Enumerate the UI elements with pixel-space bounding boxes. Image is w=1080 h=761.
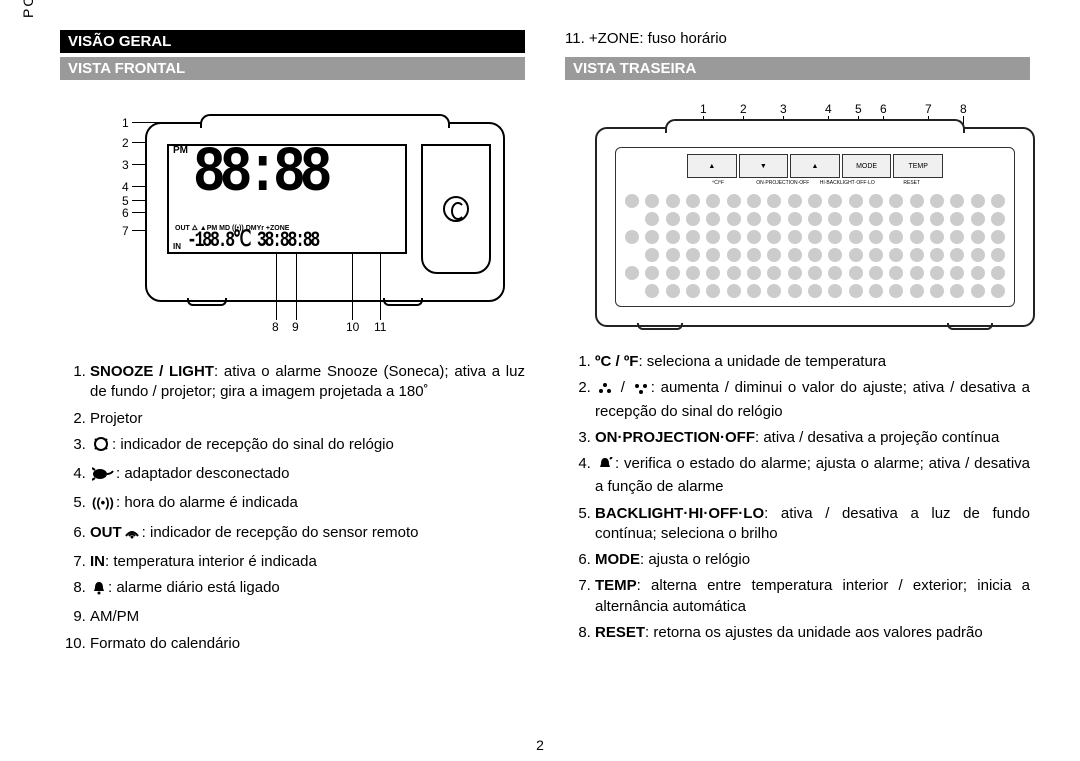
- svg-text:((•)): ((•)): [92, 496, 114, 510]
- front-item-list: SNOOZE / LIGHT: ativa o alarme Snooze (S…: [60, 362, 525, 660]
- heading-rear: VISTA TRASEIRA: [565, 57, 1030, 80]
- front-item-4: : adaptador desconectado: [90, 464, 525, 487]
- rear-callout-1: 1: [700, 102, 707, 116]
- bellup-icon: [597, 457, 613, 477]
- rear-callout-8: 8: [960, 102, 967, 116]
- right-column: 11. +ZONE: fuso horário VISTA TRASEIRA 1…: [565, 30, 1030, 741]
- rear-callout-6: 6: [880, 102, 887, 116]
- projector-lens-icon: [443, 196, 469, 222]
- dots_down-icon: [633, 381, 649, 401]
- callout-1: 1: [122, 116, 129, 130]
- projector-housing: [421, 144, 491, 274]
- dots_up-icon: [597, 381, 613, 401]
- manual-page: POR VISÃO GERAL VISTA FRONTAL 1 2 3 4 5 …: [0, 0, 1080, 761]
- rear-item-5: BACKLIGHT·HI·OFF·LO: ativa / desativa a …: [595, 504, 1030, 545]
- front-diagram: 1 2 3 4 5 6 7 PM 88:88: [60, 92, 525, 352]
- rear-item-7: TEMP: alterna entre temperatura interior…: [595, 576, 1030, 617]
- callout-7: 7: [122, 224, 129, 238]
- front-item-10: Formato do calendário: [90, 634, 525, 654]
- ctrl-up-icon: ▲: [687, 154, 737, 178]
- plug-icon: [92, 467, 114, 487]
- rear-diagram: 12345678 ▲ ▼ ▲ MODE TEMP ºC/ºF O: [565, 92, 1030, 342]
- rear-item-6: MODE: ajusta o relógio: [595, 550, 1030, 570]
- rear-item-1: ºC / ºF: seleciona a unidade de temperat…: [595, 352, 1030, 372]
- callout-3: 3: [122, 158, 129, 172]
- callout-8: 8: [272, 320, 279, 334]
- heading-overview: VISÃO GERAL: [60, 30, 525, 53]
- rear-tiny-labels: ºC/ºF ON·PROJECTION·OFF HI·BACKLIGHT·OFF…: [686, 180, 944, 190]
- callout-2: 2: [122, 136, 129, 150]
- callout-6: 6: [122, 206, 129, 220]
- in-indicator: IN: [173, 242, 181, 251]
- front-item-5: ((•)): hora do alarme é indicada: [90, 493, 525, 516]
- front-item-3: : indicador de recepção do sinal do reló…: [90, 435, 525, 458]
- rear-item-2: / : aumenta / diminui o valor do ajuste;…: [595, 378, 1030, 422]
- rear-control-strip: ▲ ▼ ▲ MODE TEMP: [686, 154, 944, 178]
- front-item-6: OUT: indicador de recepção do sensor rem…: [90, 523, 525, 546]
- small-digits: -188.8℃ 38:88:88: [187, 230, 348, 252]
- rear-callout-5: 5: [855, 102, 862, 116]
- callout-9: 9: [292, 320, 299, 334]
- rear-callout-7: 7: [925, 102, 932, 116]
- speaker-grill: [624, 194, 1006, 298]
- left-column: VISÃO GERAL VISTA FRONTAL 1 2 3 4 5 6 7: [60, 30, 525, 741]
- front-item-8: : alarme diário está ligado: [90, 578, 525, 601]
- front-item-1: SNOOZE / LIGHT: ativa o alarme Snooze (S…: [90, 362, 525, 403]
- rear-item-3: ON·PROJECTION·OFF: ativa / desativa a pr…: [595, 428, 1030, 448]
- lcd-panel: PM 88:88 OUT 🜂 ▲PM MD ((•)) DMYr +ZONE I…: [167, 144, 407, 254]
- page-number: 2: [536, 737, 544, 753]
- rear-callout-2: 2: [740, 102, 747, 116]
- callout-4: 4: [122, 180, 129, 194]
- front-item-9: AM/PM: [90, 607, 525, 627]
- wifi-icon: [124, 526, 140, 546]
- front-device-outline: PM 88:88 OUT 🜂 ▲PM MD ((•)) DMYr +ZONE I…: [145, 122, 505, 302]
- rear-item-8: RESET: retorna os ajustes da unidade aos…: [595, 623, 1030, 643]
- rear-device-outline: ▲ ▼ ▲ MODE TEMP ºC/ºF ON·PROJECTION·OFF …: [595, 127, 1035, 327]
- waves-icon: ((•)): [92, 496, 114, 516]
- pm-indicator: PM: [173, 145, 188, 156]
- front-item-7: IN: temperatura interior é indicada: [90, 552, 525, 572]
- rear-item-list: ºC / ºF: seleciona a unidade de temperat…: [565, 352, 1030, 649]
- ctrl-temp: TEMP: [893, 154, 943, 178]
- language-tab: POR: [20, 0, 36, 18]
- front-item-2: Projetor: [90, 409, 525, 429]
- ctrl-alarm-icon: ▲: [790, 154, 840, 178]
- signal-icon: [92, 436, 110, 458]
- rear-callout-3: 3: [780, 102, 787, 116]
- ctrl-mode: MODE: [842, 154, 892, 178]
- callout-11: 11: [374, 320, 386, 334]
- heading-front: VISTA FRONTAL: [60, 57, 525, 80]
- rear-callout-4: 4: [825, 102, 832, 116]
- ctrl-down-icon: ▼: [739, 154, 789, 178]
- bell-icon: [92, 581, 106, 601]
- big-time-digits: 88:88: [193, 144, 326, 206]
- rear-item-4: : verifica o estado do alarme; ajusta o …: [595, 454, 1030, 498]
- callout-10: 10: [346, 320, 359, 334]
- item-11-zone: 11. +ZONE: fuso horário: [565, 30, 1030, 47]
